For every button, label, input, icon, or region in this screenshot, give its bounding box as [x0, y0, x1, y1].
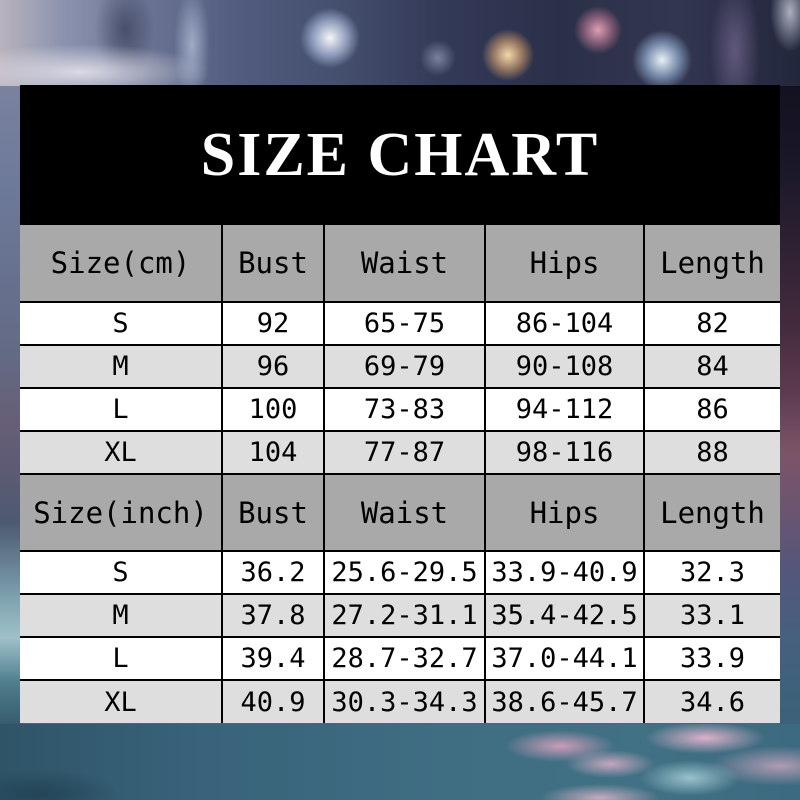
table-row-cm-s: S 92 65-75 86-104 82 — [19, 301, 781, 346]
table-cell: 65-75 — [323, 301, 486, 346]
column-header-length: Length — [643, 224, 781, 303]
background-club-lights — [0, 0, 800, 88]
size-label: XL — [19, 430, 223, 475]
table-cell: 34.6 — [643, 679, 781, 724]
size-label: L — [19, 387, 223, 432]
table-cell: 69-79 — [323, 344, 486, 389]
column-header-hips: Hips — [484, 224, 645, 303]
inch-header-row: Size(inch) Bust Waist Hips Length — [19, 473, 781, 552]
column-header-bust: Bust — [221, 473, 325, 552]
table-cell: 84 — [643, 344, 781, 389]
table-cell: 96 — [221, 344, 325, 389]
size-table: Size(cm) Bust Waist Hips Length S 92 65-… — [19, 224, 781, 724]
table-row-inch-xl: XL 40.9 30.3-34.3 38.6-45.7 34.6 — [19, 679, 781, 724]
table-cell: 36.2 — [221, 550, 325, 595]
table-cell: 86-104 — [484, 301, 645, 346]
size-label: S — [19, 550, 223, 595]
background-left-strip — [0, 86, 22, 728]
table-row-inch-l: L 39.4 28.7-32.7 37.0-44.1 33.9 — [19, 636, 781, 681]
table-cell: 88 — [643, 430, 781, 475]
page-title: SIZE CHART — [200, 120, 600, 189]
size-label: M — [19, 593, 223, 638]
table-cell: 33.9-40.9 — [484, 550, 645, 595]
title-banner: SIZE CHART — [20, 85, 780, 225]
table-cell: 40.9 — [221, 679, 325, 724]
background-right-strip — [778, 86, 800, 728]
table-cell: 100 — [221, 387, 325, 432]
table-cell: 86 — [643, 387, 781, 432]
column-header-waist: Waist — [323, 224, 486, 303]
column-header-bust: Bust — [221, 224, 325, 303]
table-row-cm-xl: XL 104 77-87 98-116 88 — [19, 430, 781, 475]
column-header-length: Length — [643, 473, 781, 552]
table-cell: 90-108 — [484, 344, 645, 389]
table-row-inch-m: M 37.8 27.2-31.1 35.4-42.5 33.1 — [19, 593, 781, 638]
table-cell: 27.2-31.1 — [323, 593, 486, 638]
size-label: XL — [19, 679, 223, 724]
table-cell: 28.7-32.7 — [323, 636, 486, 681]
table-row-cm-m: M 96 69-79 90-108 84 — [19, 344, 781, 389]
table-cell: 94-112 — [484, 387, 645, 432]
table-cell: 98-116 — [484, 430, 645, 475]
background-pool-water — [0, 724, 800, 800]
table-cell: 77-87 — [323, 430, 486, 475]
table-row-inch-s: S 36.2 25.6-29.5 33.9-40.9 32.3 — [19, 550, 781, 595]
size-label: M — [19, 344, 223, 389]
column-header-size-cm: Size(cm) — [19, 224, 223, 303]
table-cell: 73-83 — [323, 387, 486, 432]
table-cell: 92 — [221, 301, 325, 346]
table-cell: 37.8 — [221, 593, 325, 638]
table-cell: 33.9 — [643, 636, 781, 681]
table-cell: 39.4 — [221, 636, 325, 681]
table-cell: 38.6-45.7 — [484, 679, 645, 724]
size-label: S — [19, 301, 223, 346]
table-row-cm-l: L 100 73-83 94-112 86 — [19, 387, 781, 432]
column-header-waist: Waist — [323, 473, 486, 552]
size-label: L — [19, 636, 223, 681]
table-cell: 104 — [221, 430, 325, 475]
table-cell: 33.1 — [643, 593, 781, 638]
column-header-hips: Hips — [484, 473, 645, 552]
cm-header-row: Size(cm) Bust Waist Hips Length — [19, 224, 781, 303]
column-header-size-inch: Size(inch) — [19, 473, 223, 552]
table-cell: 82 — [643, 301, 781, 346]
table-cell: 35.4-42.5 — [484, 593, 645, 638]
table-cell: 32.3 — [643, 550, 781, 595]
table-cell: 30.3-34.3 — [323, 679, 486, 724]
table-cell: 25.6-29.5 — [323, 550, 486, 595]
table-cell: 37.0-44.1 — [484, 636, 645, 681]
